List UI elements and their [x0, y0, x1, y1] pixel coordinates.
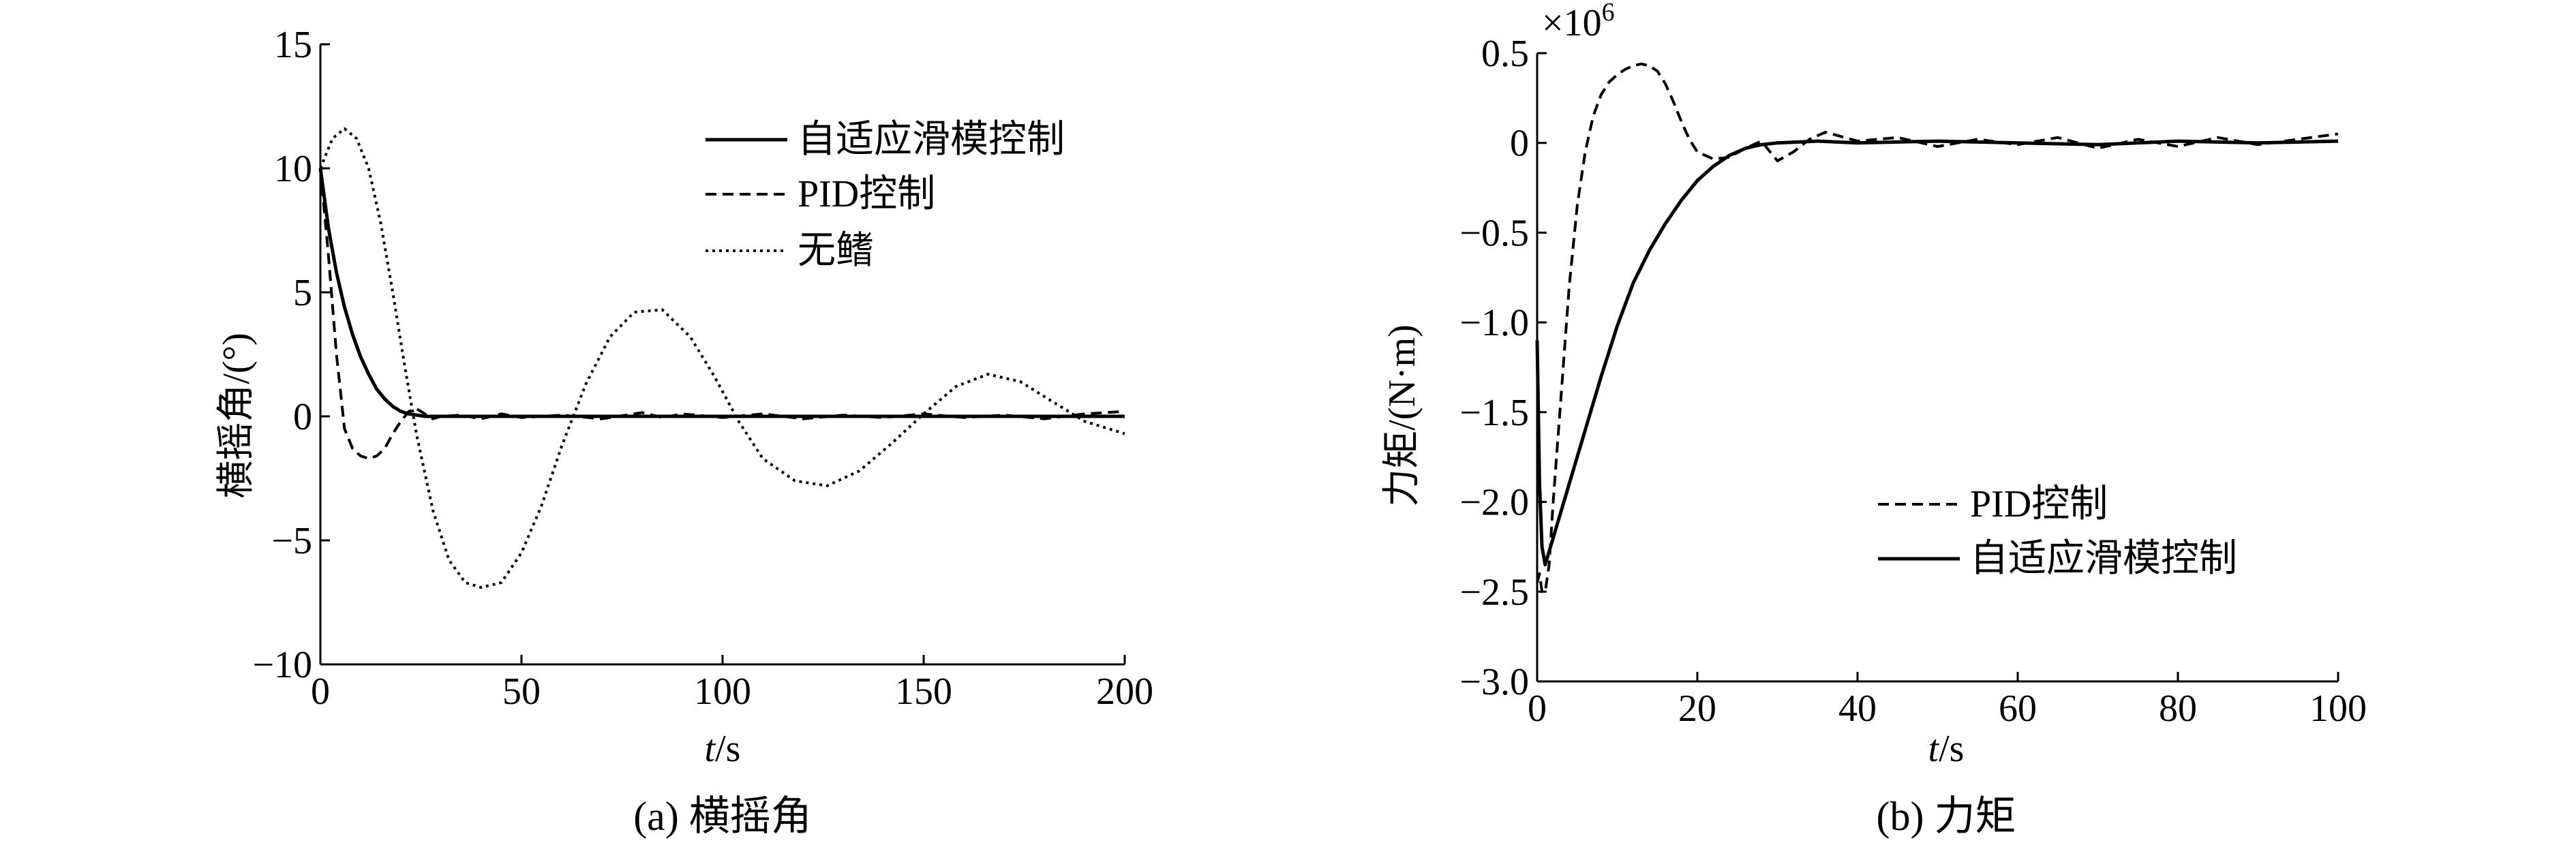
panel-b-y-tick-label: 0 — [1510, 123, 1529, 165]
panel-b-legend: PID控制 自适应滑模控制 — [1878, 483, 2237, 580]
panel-a-x-tick-label: 50 — [502, 671, 541, 713]
panel-b-y-tick-label: −0.5 — [1459, 212, 1529, 254]
panel-a-caption: (a) 横摇角 — [633, 794, 812, 839]
panel-a-y-tick-label: 10 — [274, 148, 312, 190]
legend-label-adaptive-sliding-mode-b: 自适应滑模控制 — [1970, 538, 2237, 580]
panel-a-x-tick-label: 0 — [311, 671, 330, 713]
panel-b-x-tick-label: 80 — [2159, 688, 2197, 730]
panel-a-y-tick-label: 15 — [274, 24, 312, 66]
panel-b-y-tick-label: −2.5 — [1459, 571, 1529, 613]
legend-label-pid: PID控制 — [798, 173, 935, 215]
legend-label-pid-b: PID控制 — [1970, 483, 2108, 525]
panel-b-series-line-1 — [1535, 139, 2339, 567]
panel-b-x-tick-label: 0 — [1528, 688, 1547, 730]
panel-b-y-tick-label: 0.5 — [1481, 33, 1529, 75]
panel-a-plot-area — [318, 44, 1125, 666]
panel-a-x-tick-label: 200 — [1096, 671, 1153, 713]
panel-a-y-tick-label: 0 — [293, 396, 312, 438]
panel-a-series-line-2 — [319, 127, 1125, 589]
panel-a-series-line-0 — [318, 168, 1125, 418]
panel-a-ticks: 0 50 100 150 200 −10 −5 0 5 10 15 — [252, 24, 1153, 713]
panel-a-x-tick-label: 150 — [895, 671, 952, 713]
panel-b-plot-area — [1535, 53, 2339, 683]
panel-b-ticks: 0 20 40 60 80 100 0.5 0 −0.5 −1.0 −1.5 −2.0 −2.5 −3.0 — [1459, 33, 2367, 730]
panel-b-y-tick-label: −1.5 — [1459, 392, 1529, 434]
panel-a-x-tick-label: 100 — [694, 671, 751, 713]
panel-b-y-axis-label: 力矩/(N·m) — [1381, 324, 1423, 507]
panel-a-y-tick-label: 5 — [293, 272, 312, 314]
panel-a-roll-angle-chart: 0 50 100 150 200 −10 −5 0 5 10 15 t/s 横摇角/(°) 自适应滑… — [215, 24, 1153, 839]
panel-a-y-tick-label: −5 — [271, 520, 312, 562]
panel-b-x-tick-label: 60 — [1999, 688, 2037, 730]
panel-b-x-tick-label: 40 — [1838, 688, 1877, 730]
panel-b-caption: (b) 力矩 — [1877, 794, 2016, 839]
panel-b-x-axis-label: t/s — [1928, 728, 1965, 770]
panel-a-y-axis-label: 横摇角/(°) — [215, 333, 258, 498]
panel-b-series-line-0 — [1536, 62, 2339, 594]
panel-a-legend: 自适应滑模控制 PID控制 无鳍 — [706, 119, 1065, 272]
panel-a-y-tick-label: −10 — [252, 644, 312, 686]
panel-b-y-tick-label: −3.0 — [1459, 661, 1529, 703]
panel-b-y-tick-label: −2.0 — [1459, 482, 1529, 524]
panel-b-torque-chart: 0 20 40 60 80 100 0.5 0 −0.5 −1.0 −1.5 −2.0 −2.5 −3.0… — [1381, 0, 2367, 839]
legend-label-adaptive-sliding-mode: 自适应滑模控制 — [798, 119, 1065, 161]
panel-b-y-multiplier: ×106 — [1542, 0, 1615, 44]
panel-b-y-tick-label: −1.0 — [1459, 302, 1529, 344]
panel-a-series-line-1 — [319, 168, 1125, 460]
panel-b-x-tick-label: 100 — [2309, 688, 2367, 730]
panel-b-x-tick-label: 20 — [1678, 688, 1716, 730]
legend-label-no-fin: 无鳍 — [798, 230, 874, 272]
panel-a-x-axis-label: t/s — [705, 728, 741, 770]
